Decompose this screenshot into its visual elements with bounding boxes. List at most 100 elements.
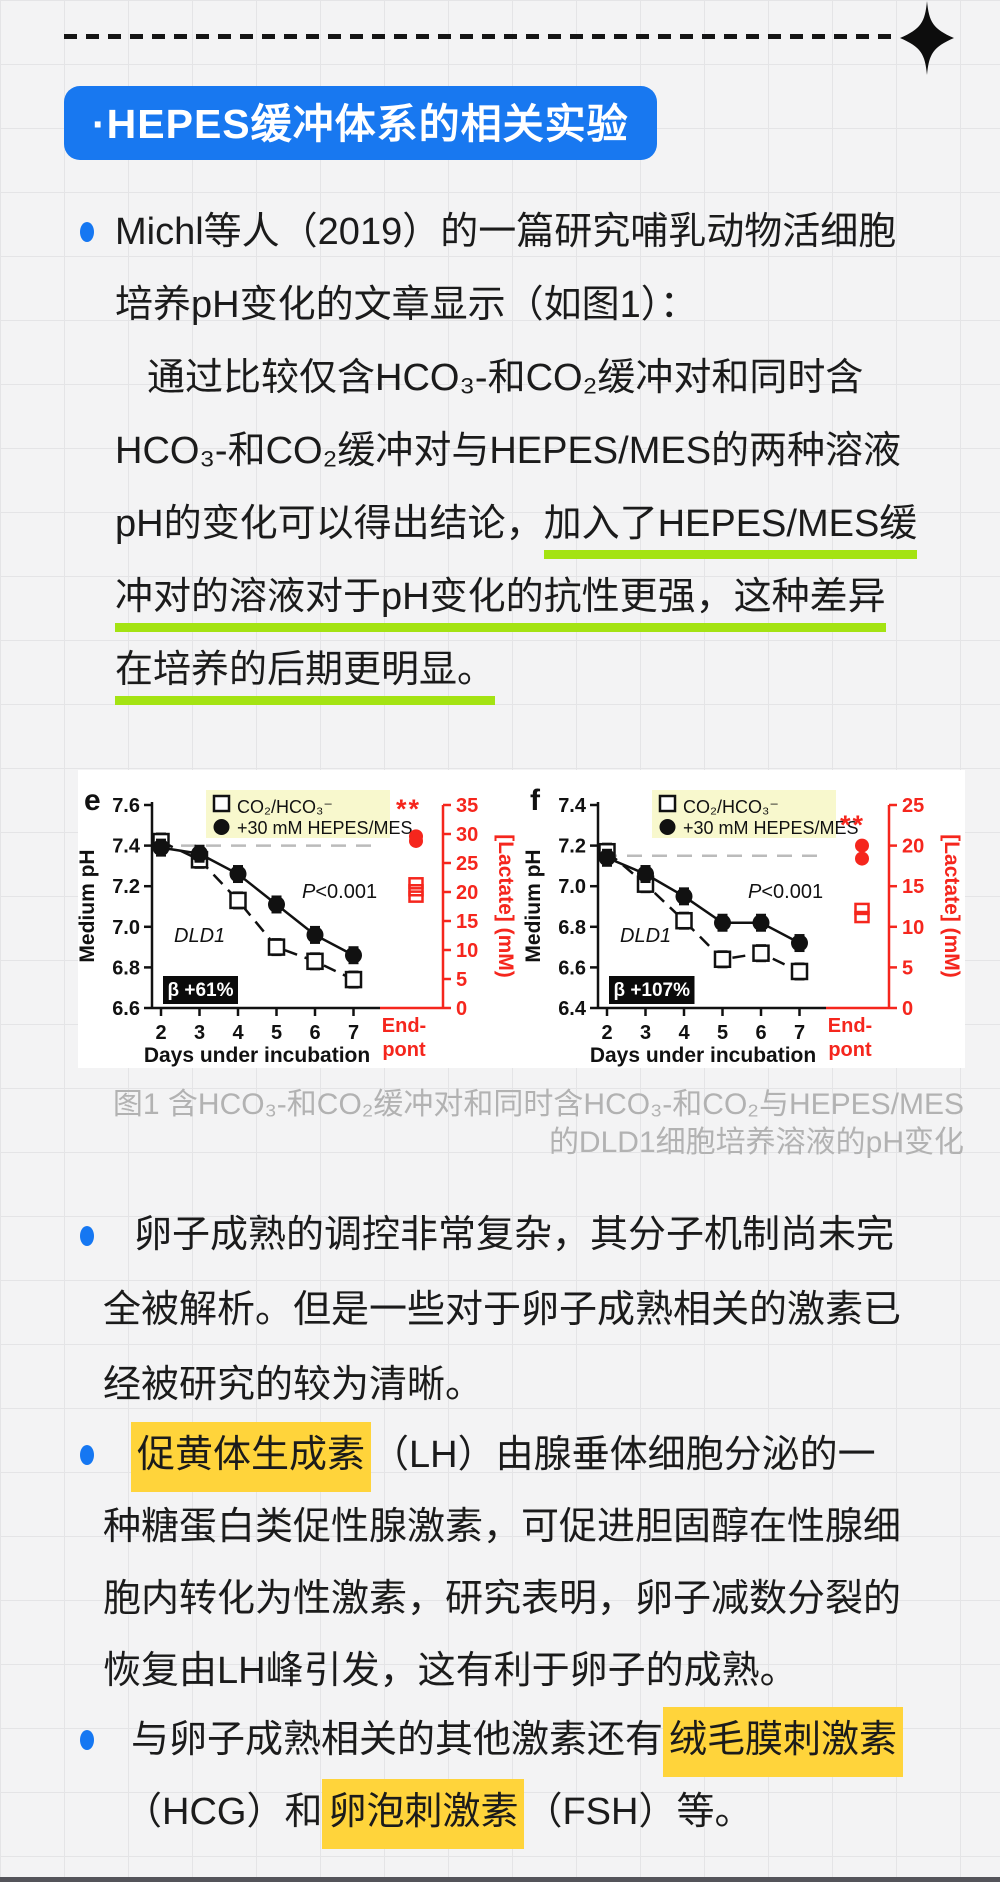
svg-text:10: 10 — [902, 917, 924, 939]
svg-text:[Lactate] (mM): [Lactate] (mM) — [940, 834, 963, 978]
svg-text:15: 15 — [456, 911, 478, 933]
text-segment: 经被研究的较为清晰。 — [103, 1364, 484, 1406]
svg-text:β +107%: β +107% — [613, 980, 690, 1001]
svg-text:7.4: 7.4 — [558, 795, 587, 817]
svg-text:5: 5 — [717, 1022, 728, 1044]
svg-text:+30 mM HEPES/MES: +30 mM HEPES/MES — [683, 818, 859, 838]
highlight-segment: 卵泡刺激素 — [322, 1779, 525, 1849]
svg-text:0: 0 — [902, 998, 913, 1020]
svg-text:DLD1: DLD1 — [620, 925, 671, 947]
svg-text:6.6: 6.6 — [112, 998, 140, 1020]
text-line: Michl等人（2019）的一篇研究哺乳动物活细胞 — [0, 196, 1000, 269]
svg-text:5: 5 — [271, 1022, 282, 1044]
svg-text:20: 20 — [902, 836, 924, 858]
figure-caption-line: 的DLD1细胞培养溶液的pH变化 — [548, 1126, 964, 1159]
underline-segment: 加入了HEPES/MES缓 — [543, 503, 918, 559]
svg-text:6.8: 6.8 — [558, 917, 586, 939]
svg-text:f: f — [530, 784, 541, 817]
text-segment: 胞内转化为性激素，研究表明，卵子减数分裂的 — [103, 1578, 902, 1620]
text-line: 与卵子成熟相关的其他激素还有 绒毛膜刺激素 — [0, 1704, 1000, 1777]
svg-text:7.0: 7.0 — [558, 876, 586, 898]
bullet-block-4: 与卵子成熟相关的其他激素还有 绒毛膜刺激素 （HCG）和 卵泡刺激素 （FSH）等。 — [0, 1704, 1000, 1849]
text-line: 促黄体生成素 （LH）由腺垂体细胞分泌的一 — [0, 1419, 1000, 1492]
svg-text:β +61%: β +61% — [168, 980, 234, 1001]
svg-text:3: 3 — [194, 1022, 205, 1044]
text-segment: 与卵子成熟相关的其他激素还有 — [131, 1719, 664, 1761]
svg-text:**: ** — [396, 794, 421, 824]
svg-text:7.4: 7.4 — [112, 836, 141, 858]
svg-text:35: 35 — [456, 795, 478, 817]
section-badge-label: ·HEPES缓冲体系的相关实验 — [92, 101, 629, 147]
svg-text:End-: End- — [828, 1015, 872, 1037]
figure-caption: 图1 含HCO₃-和CO₂缓冲对和同时含HCO₃-和CO₂与HEPES/MES … — [113, 1086, 964, 1162]
dashed-divider — [64, 34, 900, 39]
text-segment: 种糖蛋白类促性腺激素，可促进胆固醇在性腺细 — [103, 1506, 902, 1548]
text-line: 恢复由LH峰引发，这有利于卵子的成熟。 — [0, 1635, 1000, 1707]
bullet-dot — [80, 222, 94, 242]
bullet-dot — [80, 1730, 94, 1750]
text-line: 种糖蛋白类促性腺激素，可促进胆固醇在性腺细 — [0, 1491, 1000, 1563]
text-line: 全被解析。但是一些对于卵子成熟相关的激素已 — [0, 1273, 1000, 1348]
underline-segment: 冲对的溶液对于pH变化的抗性更强，这种差异 — [115, 576, 886, 632]
text-line: HCO₃-和CO₂缓冲对与HEPES/MES的两种溶液 — [0, 415, 1000, 488]
bullet-block-3: 促黄体生成素 （LH）由腺垂体细胞分泌的一 种糖蛋白类促性腺激素，可促进胆固醇在性… — [0, 1419, 1000, 1707]
svg-text:5: 5 — [456, 969, 467, 991]
svg-text:Medium pH: Medium pH — [78, 849, 99, 962]
svg-text:pont: pont — [828, 1039, 872, 1061]
svg-text:6: 6 — [755, 1022, 766, 1044]
svg-text:7.2: 7.2 — [558, 836, 586, 858]
text-segment: 全被解析。但是一些对于卵子成熟相关的激素已 — [103, 1289, 902, 1331]
bullet-dot — [80, 1226, 94, 1246]
section-badge: ·HEPES缓冲体系的相关实验 — [64, 86, 657, 160]
text-line: 冲对的溶液对于pH变化的抗性更强，这种差异 — [0, 561, 1000, 634]
bullet-block-2: 卵子成熟的调控非常复杂，其分子机制尚未完 全被解析。但是一些对于卵子成熟相关的激… — [0, 1198, 1000, 1423]
svg-text:3: 3 — [640, 1022, 651, 1044]
figure-chart: e 6.6 6.8 7.0 7.2 7.4 7.6 2 3 4 5 6 7 Days under incu… — [76, 770, 965, 1068]
svg-text:P<0.001: P<0.001 — [302, 881, 377, 903]
svg-text:25: 25 — [902, 795, 924, 817]
svg-text:CO₂/HCO₃⁻: CO₂/HCO₃⁻ — [237, 797, 333, 817]
bottom-edge — [0, 1877, 1000, 1882]
text-line: 通过比较仅含HCO₃-和CO₂缓冲对和同时含 — [0, 342, 1000, 415]
svg-text:P<0.001: P<0.001 — [748, 881, 823, 903]
text-segment: 恢复由LH峰引发，这有利于卵子的成熟。 — [103, 1650, 798, 1692]
svg-text:CO₂/HCO₃⁻: CO₂/HCO₃⁻ — [683, 797, 779, 817]
svg-text:[Lactate] (mM): [Lactate] (mM) — [494, 834, 517, 978]
svg-text:+30 mM HEPES/MES: +30 mM HEPES/MES — [237, 818, 413, 838]
text-segment: Michl等人（2019）的一篇研究哺乳动物活细胞 — [115, 211, 897, 253]
text-segment: 培养pH变化的文章显示（如图1）： — [115, 284, 698, 326]
svg-text:7.0: 7.0 — [112, 917, 140, 939]
svg-text:2: 2 — [155, 1022, 166, 1044]
text-line: pH的变化可以得出结论，加入了HEPES/MES缓 — [0, 488, 1000, 561]
svg-text:0: 0 — [456, 998, 467, 1020]
text-segment: （LH）由腺垂体细胞分泌的一 — [371, 1434, 876, 1476]
text-line: 胞内转化为性激素，研究表明，卵子减数分裂的 — [0, 1563, 1000, 1635]
text-segment: 通过比较仅含HCO₃-和CO₂缓冲对和同时含 — [147, 357, 864, 399]
svg-text:20: 20 — [456, 882, 478, 904]
highlight-segment: 绒毛膜刺激素 — [663, 1707, 904, 1777]
text-line: 培养pH变化的文章显示（如图1）： — [0, 269, 1000, 342]
svg-text:25: 25 — [456, 853, 478, 875]
svg-text:7: 7 — [794, 1022, 805, 1044]
svg-text:6.8: 6.8 — [112, 957, 140, 979]
highlight-segment: 促黄体生成素 — [131, 1422, 372, 1492]
text-segment: （HCG）和 — [124, 1791, 323, 1833]
text-line: 在培养的后期更明显。 — [0, 634, 1000, 707]
svg-text:7.2: 7.2 — [112, 876, 140, 898]
text-segment: 卵子成熟的调控非常复杂，其分子机制尚未完 — [134, 1214, 895, 1256]
svg-text:4: 4 — [232, 1022, 244, 1044]
svg-text:Days under incubation: Days under incubation — [590, 1044, 816, 1067]
svg-text:Days under incubation: Days under incubation — [144, 1044, 370, 1067]
sparkle-star-icon — [900, 1, 954, 75]
svg-text:7.6: 7.6 — [112, 795, 140, 817]
text-segment: pH的变化可以得出结论， — [115, 503, 544, 545]
svg-text:30: 30 — [456, 824, 478, 846]
figure-caption-line: 图1 含HCO₃-和CO₂缓冲对和同时含HCO₃-和CO₂与HEPES/MES — [112, 1088, 964, 1121]
svg-text:**: ** — [840, 810, 865, 840]
svg-text:pont: pont — [382, 1039, 426, 1061]
svg-text:6.4: 6.4 — [558, 998, 587, 1020]
bullet-dot — [80, 1445, 94, 1465]
